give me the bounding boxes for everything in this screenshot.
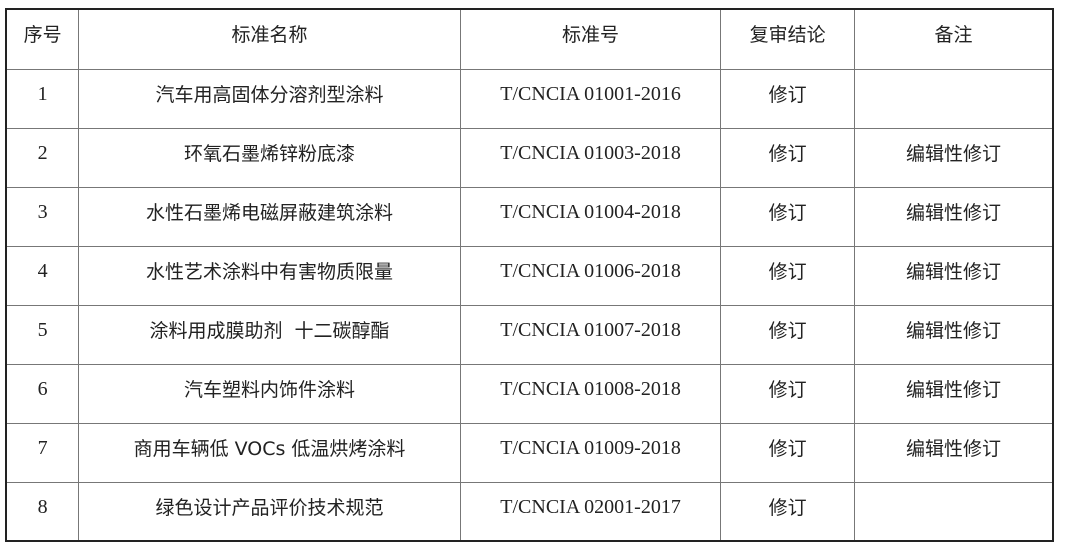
review-conclusion: 修订 <box>720 68 855 129</box>
standard-code: T/CNCIA 01008-2018 <box>459 363 722 424</box>
table-row: 1 汽车用高固体分溶剂型涂料 T/CNCIA 01001-2016 修订 <box>5 68 1054 129</box>
header-conclusion: 复审结论 <box>720 8 855 70</box>
row-number: 6 <box>5 363 80 424</box>
standard-code: T/CNCIA 01007-2018 <box>459 304 722 365</box>
table-row: 2 环氧石墨烯锌粉底漆 T/CNCIA 01003-2018 修订 编辑性修订 <box>5 127 1054 188</box>
row-number: 4 <box>5 245 80 306</box>
row-number: 2 <box>5 127 80 188</box>
row-number: 1 <box>5 68 80 129</box>
row-number: 3 <box>5 186 80 247</box>
review-conclusion: 修订 <box>720 186 855 247</box>
standard-name: 汽车用高固体分溶剂型涂料 <box>78 68 461 129</box>
remark: 编辑性修订 <box>853 186 1054 247</box>
row-number: 7 <box>5 422 80 483</box>
header-note: 备注 <box>853 8 1054 70</box>
review-conclusion: 修订 <box>720 481 855 542</box>
review-conclusion: 修订 <box>720 245 855 306</box>
standard-name: 水性石墨烯电磁屏蔽建筑涂料 <box>78 186 461 247</box>
remark: 编辑性修订 <box>853 245 1054 306</box>
table-row: 8 绿色设计产品评价技术规范 T/CNCIA 02001-2017 修订 <box>5 481 1054 542</box>
table-row: 4 水性艺术涂料中有害物质限量 T/CNCIA 01006-2018 修订 编辑性修订 <box>5 245 1054 306</box>
review-conclusion: 修订 <box>720 422 855 483</box>
standard-name: 环氧石墨烯锌粉底漆 <box>78 127 461 188</box>
standard-code: T/CNCIA 01006-2018 <box>459 245 722 306</box>
remark: 编辑性修订 <box>853 304 1054 365</box>
table-row: 6 汽车塑料内饰件涂料 T/CNCIA 01008-2018 修订 编辑性修订 <box>5 363 1054 424</box>
standard-name: 绿色设计产品评价技术规范 <box>78 481 461 542</box>
standard-code: T/CNCIA 01004-2018 <box>459 186 722 247</box>
standard-name: 水性艺术涂料中有害物质限量 <box>78 245 461 306</box>
table-row: 3 水性石墨烯电磁屏蔽建筑涂料 T/CNCIA 01004-2018 修订 编辑性修订 <box>5 186 1054 247</box>
review-conclusion: 修订 <box>720 304 855 365</box>
header-code: 标准号 <box>459 8 722 70</box>
row-number: 5 <box>5 304 80 365</box>
standard-code: T/CNCIA 01001-2016 <box>459 68 722 129</box>
standard-name: 商用车辆低 VOCs 低温烘烤涂料 <box>78 422 461 483</box>
standard-code: T/CNCIA 02001-2017 <box>459 481 722 542</box>
standard-code: T/CNCIA 01003-2018 <box>459 127 722 188</box>
remark <box>853 481 1054 542</box>
row-number: 8 <box>5 481 80 542</box>
standard-name: 涂料用成膜助剂 十二碳醇酯 <box>78 304 461 365</box>
header-no: 序号 <box>5 8 80 70</box>
remark: 编辑性修订 <box>853 422 1054 483</box>
header-row: 序号 标准名称 标准号 复审结论 备注 <box>5 8 1054 70</box>
remark: 编辑性修订 <box>853 127 1054 188</box>
review-conclusion: 修订 <box>720 127 855 188</box>
header-name: 标准名称 <box>78 8 461 70</box>
remark: 编辑性修订 <box>853 363 1054 424</box>
review-conclusion: 修订 <box>720 363 855 424</box>
standard-name: 汽车塑料内饰件涂料 <box>78 363 461 424</box>
table-row: 5 涂料用成膜助剂 十二碳醇酯 T/CNCIA 01007-2018 修订 编辑性修订 <box>5 304 1054 365</box>
remark <box>853 68 1054 129</box>
table-row: 7 商用车辆低 VOCs 低温烘烤涂料 T/CNCIA 01009-2018 修订 编辑… <box>5 422 1054 483</box>
standards-table: 序号 标准名称 标准号 复审结论 备注 1 汽车用高固体分溶剂型涂料 T/CNCIA… <box>5 8 1054 542</box>
standard-code: T/CNCIA 01009-2018 <box>459 422 722 483</box>
